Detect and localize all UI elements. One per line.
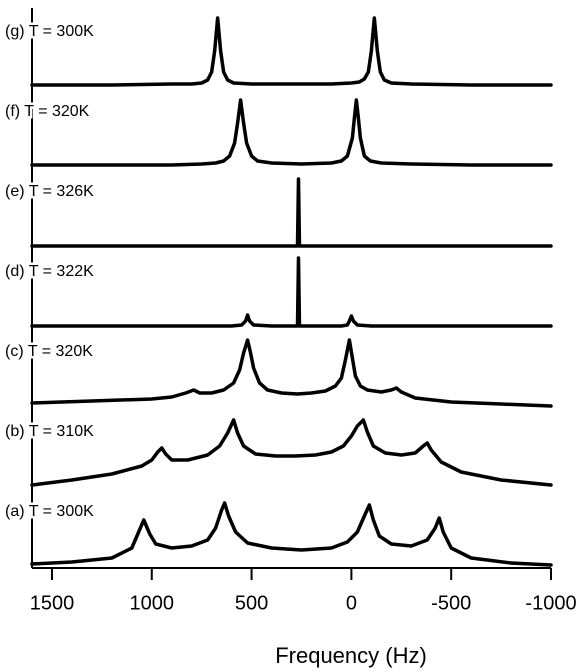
spectrum-line	[30, 98, 553, 167]
spectrum-line	[30, 256, 553, 328]
x-tick-label: 1000	[130, 592, 175, 614]
spectrum-line	[30, 177, 553, 248]
spectrum-line	[30, 338, 553, 408]
spectrum-line	[30, 418, 553, 487]
x-axis-label: Frequency (Hz)	[275, 643, 427, 668]
trace-label: (b) T = 310K	[5, 423, 94, 440]
spectrum-line	[30, 501, 553, 567]
trace-label: (a) T = 300K	[5, 503, 94, 520]
x-tick-label: 500	[235, 592, 268, 614]
x-tick-label: 0	[346, 592, 357, 614]
trace-label: (g) T = 300K	[5, 23, 94, 40]
x-tick-label: -500	[431, 592, 471, 614]
trace-label: (d) T = 322K	[5, 263, 94, 280]
x-tick-label: -1000	[525, 592, 576, 614]
spectrum-line	[30, 16, 553, 87]
trace-label: (f) T = 320K	[5, 103, 90, 120]
trace-label: (c) T = 320K	[5, 343, 93, 360]
trace-label: (e) T = 326K	[5, 183, 94, 200]
x-tick-label: 1500	[30, 592, 75, 614]
